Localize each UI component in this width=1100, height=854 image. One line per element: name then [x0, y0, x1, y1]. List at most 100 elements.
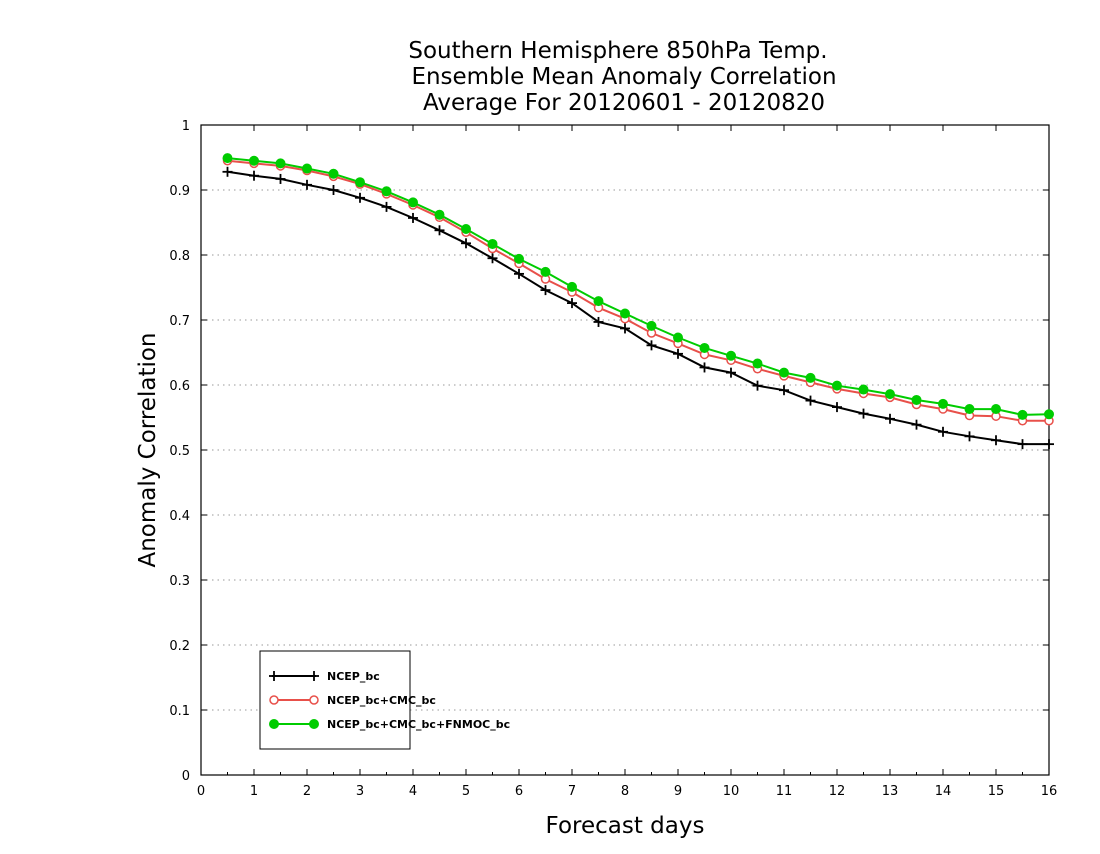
y-tick-label: 0.9 — [169, 184, 190, 199]
x-tick-label: 2 — [303, 784, 311, 799]
data-point — [885, 389, 895, 400]
x-tick-label: 4 — [409, 784, 417, 799]
data-point — [673, 348, 683, 359]
y-tick-label: 0.8 — [169, 249, 190, 264]
data-point — [381, 186, 392, 197]
data-point — [938, 426, 948, 437]
x-tick-label: 0 — [197, 784, 205, 799]
data-point — [964, 404, 975, 415]
data-point — [991, 435, 1001, 446]
x-tick-label: 12 — [829, 784, 846, 799]
data-point — [885, 413, 895, 424]
data-point — [752, 358, 763, 369]
data-point — [593, 296, 604, 307]
chart-title: Southern Hemisphere 850hPa Temp. Ensembl… — [408, 38, 836, 116]
y-tick-label: 0.3 — [169, 574, 190, 589]
data-point — [991, 404, 1001, 415]
legend-marker — [309, 695, 319, 705]
data-point — [832, 380, 842, 391]
legend-marker — [309, 719, 319, 729]
legend: NCEP_bc NCEP_bc+CMC_bc NCEP_bc+CMC_bc+FNMO… — [259, 650, 510, 750]
data-point — [355, 177, 365, 188]
x-tick-label: 15 — [988, 784, 1005, 799]
y-tick-label: 0.4 — [169, 509, 190, 524]
x-tick-label: 10 — [723, 784, 740, 799]
data-point — [593, 316, 604, 327]
data-point — [249, 155, 259, 166]
data-point — [620, 308, 630, 319]
x-tick-label: 1 — [250, 784, 258, 799]
data-point — [726, 350, 736, 361]
y-tick-label: 1 — [182, 119, 190, 134]
data-point — [381, 201, 392, 212]
data-point — [514, 253, 524, 264]
series-line-2 — [227, 159, 1049, 422]
series-line-3 — [227, 157, 1050, 416]
data-point — [567, 281, 577, 292]
y-tick-label: 0 — [182, 769, 190, 784]
series-1 — [222, 166, 1054, 450]
data-point — [752, 380, 763, 391]
data-point — [487, 253, 498, 264]
data-point — [355, 192, 365, 203]
data-point — [567, 298, 577, 309]
data-point — [646, 340, 657, 351]
data-point — [302, 163, 312, 174]
data-point — [275, 158, 286, 169]
legend-entry-3: NCEP_bc+CMC_bc+FNMOC_bc — [269, 718, 510, 731]
data-point — [805, 395, 816, 406]
data-point — [699, 362, 710, 373]
x-tick-label: 6 — [515, 784, 523, 799]
data-point — [620, 323, 630, 334]
x-axis-label: Forecast days — [546, 813, 705, 839]
data-point — [1044, 439, 1054, 450]
x-tick-label: 14 — [935, 784, 952, 799]
data-point — [328, 185, 339, 195]
data-series — [222, 153, 1054, 450]
data-point — [779, 385, 789, 396]
legend-marker — [269, 719, 279, 729]
x-tick-label: 11 — [776, 784, 793, 799]
data-point — [1017, 439, 1028, 450]
data-point — [858, 384, 869, 395]
data-point — [328, 168, 339, 179]
data-point — [487, 238, 498, 249]
legend-marker — [269, 695, 279, 705]
data-point — [911, 419, 922, 430]
data-point — [646, 320, 657, 331]
data-point — [699, 342, 710, 353]
data-point — [938, 398, 948, 409]
chart-title-line-2: Ensemble Mean Anomaly Correlation — [411, 64, 836, 90]
y-tick-label: 0.5 — [169, 444, 190, 459]
y-tick-label: 0.2 — [169, 639, 190, 654]
legend-entry-2: NCEP_bc+CMC_bc — [269, 694, 436, 707]
data-point — [249, 170, 259, 181]
data-point — [222, 153, 233, 164]
legend-marker — [269, 671, 279, 681]
y-tick-label: 0.1 — [169, 704, 190, 719]
data-point — [302, 179, 312, 190]
legend-entries: NCEP_bc NCEP_bc+CMC_bc NCEP_bc+CMC_bc+FNMO… — [269, 670, 510, 731]
series-3 — [222, 153, 1054, 420]
data-point — [805, 372, 816, 383]
data-point — [540, 285, 551, 296]
data-point — [832, 402, 842, 413]
data-point — [673, 332, 683, 343]
data-point — [408, 212, 418, 223]
data-point — [514, 268, 524, 279]
data-point — [911, 394, 922, 405]
data-point — [434, 209, 445, 220]
x-axis-ticks: 0 1 2 3 4 5 6 7 8 9 10 11 12 13 14 15 16 — [197, 125, 1057, 799]
data-point — [408, 197, 418, 208]
x-tick-label: 3 — [356, 784, 364, 799]
x-tick-label: 8 — [621, 784, 629, 799]
data-point — [275, 173, 286, 184]
y-axis-ticks: 0 0.1 0.2 0.3 0.4 0.5 0.6 0.7 0.8 0.9 1 — [169, 119, 1049, 784]
data-point — [858, 408, 869, 419]
data-point — [964, 431, 975, 442]
data-point — [779, 367, 789, 378]
x-tick-label: 16 — [1041, 784, 1058, 799]
legend-label: NCEP_bc+CMC_bc — [327, 694, 436, 707]
